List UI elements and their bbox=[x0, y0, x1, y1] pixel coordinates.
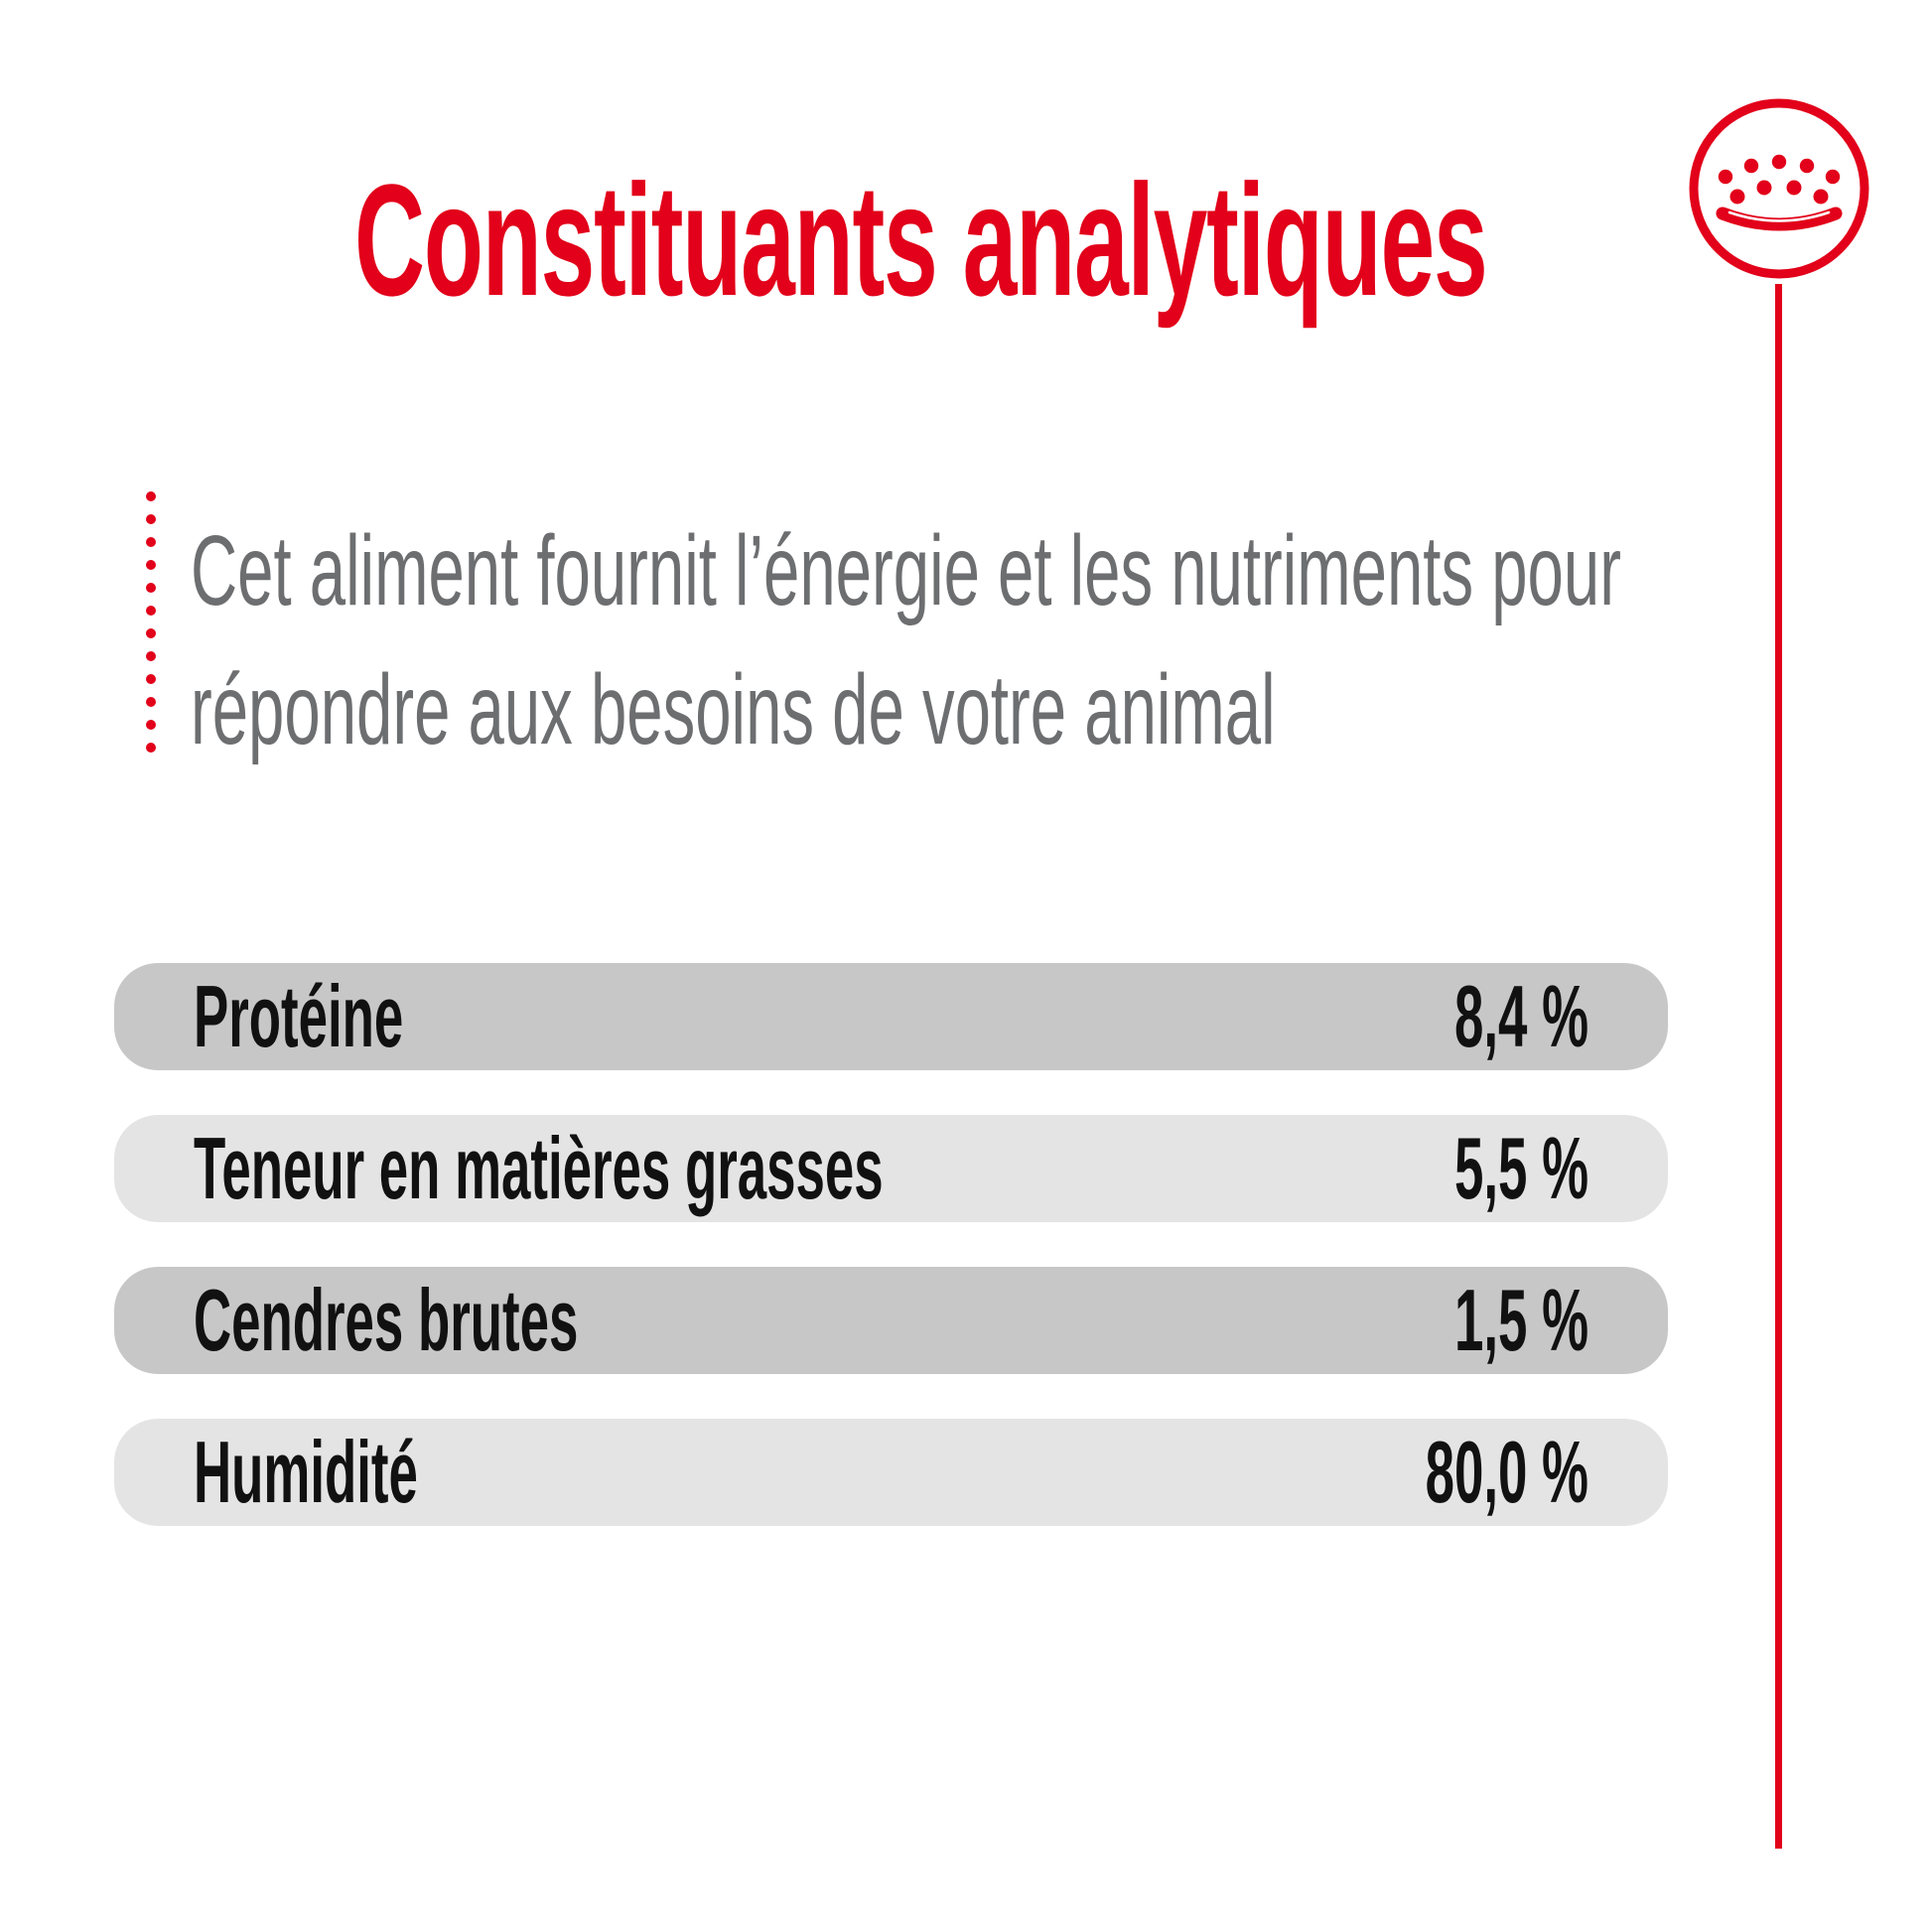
description-text: Cet aliment fournit l’énergie et les nut… bbox=[191, 501, 1932, 779]
table-row: Protéine 8,4 % bbox=[114, 963, 1668, 1070]
divider-dot bbox=[146, 697, 156, 707]
divider-dot bbox=[146, 560, 156, 570]
royal-canin-logo bbox=[1680, 94, 1878, 293]
analytical-table: Protéine 8,4 % Teneur en matières grasse… bbox=[114, 963, 1668, 1571]
row-value: 80,0 % bbox=[1425, 1423, 1588, 1521]
table-row: Teneur en matières grasses 5,5 % bbox=[114, 1115, 1668, 1222]
row-value: 8,4 % bbox=[1453, 967, 1588, 1065]
divider-dot bbox=[146, 491, 156, 501]
row-label: Protéine bbox=[194, 967, 404, 1065]
row-label: Teneur en matières grasses bbox=[194, 1119, 884, 1217]
table-row: Humidité 80,0 % bbox=[114, 1419, 1668, 1526]
divider-dot bbox=[146, 537, 156, 547]
table-row: Cendres brutes 1,5 % bbox=[114, 1267, 1668, 1374]
row-value: 1,5 % bbox=[1453, 1271, 1588, 1369]
divider-dot bbox=[146, 583, 156, 593]
divider-dot bbox=[146, 514, 156, 524]
divider-dot bbox=[146, 606, 156, 616]
vertical-accent-line bbox=[1775, 284, 1782, 1849]
divider-dot bbox=[146, 651, 156, 661]
divider-dot bbox=[146, 743, 156, 753]
row-label: Cendres brutes bbox=[194, 1271, 579, 1369]
dotted-divider bbox=[146, 491, 156, 753]
divider-dot bbox=[146, 674, 156, 684]
divider-dot bbox=[146, 628, 156, 638]
row-label: Humidité bbox=[194, 1423, 418, 1521]
row-value: 5,5 % bbox=[1453, 1119, 1588, 1217]
divider-dot bbox=[146, 720, 156, 730]
crown-icon bbox=[1689, 98, 1869, 279]
description-line-2: répondre aux besoins de votre animal bbox=[191, 654, 1276, 765]
page-title: Constituants analytiques bbox=[353, 151, 1488, 329]
page-title-wrap: Constituants analytiques bbox=[0, 161, 1767, 320]
description-line-1: Cet aliment fournit l’énergie et les nut… bbox=[191, 515, 1621, 626]
